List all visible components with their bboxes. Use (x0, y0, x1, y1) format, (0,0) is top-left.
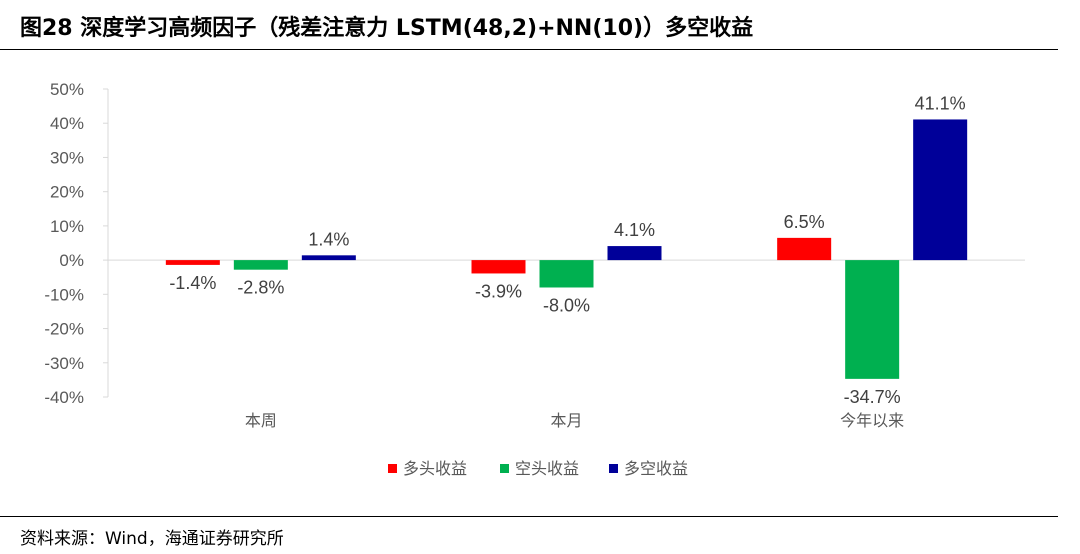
data-label: 4.1% (614, 220, 655, 240)
data-label: 6.5% (784, 212, 825, 232)
y-tick-label: -40% (44, 388, 84, 407)
bottom-divider (0, 516, 1058, 517)
data-label: -8.0% (543, 295, 590, 315)
legend-swatch (500, 464, 509, 473)
data-label: 41.1% (915, 93, 966, 113)
y-tick-label: 20% (50, 183, 84, 202)
top-divider (0, 49, 1058, 50)
x-axis-categories: 本周 本月 今年以来 (245, 411, 904, 430)
data-label: -2.8% (237, 278, 284, 298)
bar (607, 246, 662, 261)
bar (777, 237, 832, 261)
title-bar: 图28 深度学习高频因子（残差注意力 LSTM(48,2)+NN(10)）多空收… (0, 0, 1080, 46)
y-tick-label: -30% (44, 354, 84, 373)
data-label: -34.7% (844, 387, 901, 407)
bar (539, 260, 594, 288)
chart-title: 图28 深度学习高频因子（残差注意力 LSTM(48,2)+NN(10)）多空收… (20, 16, 754, 41)
bar (471, 260, 526, 274)
legend: 多头收益 空头收益 多空收益 (388, 459, 688, 478)
legend-label: 多头收益 (403, 459, 467, 478)
source-note: 资料来源：Wind，海通证券研究所 (20, 529, 284, 549)
x-category-label: 今年以来 (840, 411, 904, 430)
legend-swatch (609, 464, 618, 473)
y-tick-label: 40% (50, 114, 84, 133)
bar (913, 119, 968, 261)
legend-label: 多空收益 (624, 459, 688, 478)
y-tick-label: 30% (50, 148, 84, 167)
bar-chart: 50%40%30%20%10%0%-10%-20%-30%-40% -1.4% -… (44, 80, 1025, 478)
legend-label: 空头收益 (515, 459, 579, 478)
bars (165, 119, 968, 379)
x-category-label: 本周 (245, 411, 277, 430)
legend-swatch (388, 464, 397, 473)
y-tick-label: -20% (44, 320, 84, 339)
y-tick-label: 50% (50, 80, 84, 99)
x-category-label: 本月 (550, 411, 582, 430)
bar (233, 260, 288, 270)
bar (165, 260, 220, 265)
data-labels: -1.4% -2.8% 1.4% -3.9% -8.0% 4.1% 6.5% -34.7% 41… (169, 93, 965, 406)
y-tick-label: -10% (44, 285, 84, 304)
bar (845, 260, 900, 379)
data-label: -3.9% (475, 281, 522, 301)
y-tick-label: 0% (59, 251, 84, 270)
y-tick-label: 10% (50, 217, 84, 236)
data-label: 1.4% (308, 229, 349, 249)
data-label: -1.4% (169, 273, 216, 293)
bar (301, 255, 356, 261)
